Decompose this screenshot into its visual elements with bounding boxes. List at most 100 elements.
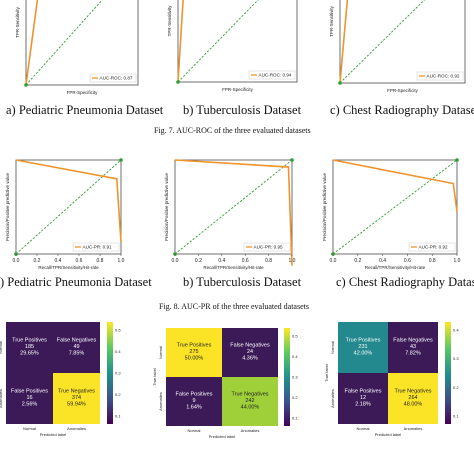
chance-diagonal-line [174, 159, 293, 255]
roc-chart-c: AUC-ROC: 0.92 FPR-Specificity TPR-Sensitiv… [329, 0, 466, 93]
cm-cell-count: 49 [73, 344, 79, 350]
x-tick-label: 0.0 [330, 258, 337, 264]
colorbar-tick-label: 0.2 [453, 385, 459, 390]
start-point [176, 80, 180, 84]
roc-chart-b: AUC-ROC: 0.94 FPR-Specificity TPR-Sensitiv… [167, 0, 298, 92]
x-axis-label: FPR-Specificity [67, 90, 99, 95]
pr-chart-b: AUC-PR: 0.95 0.0 0.2 0.4 0.6 0.8 1.0 Recall/TPR… [164, 158, 296, 270]
pr-chart-a: AUC-PR: 0.91 0.0 0.2 0.4 0.6 0.8 1.0 Recall/TPR… [5, 158, 125, 270]
x-tick-label: 0.6 [76, 258, 83, 264]
curve-line [177, 0, 184, 83]
start-point [331, 252, 335, 256]
x-tick-label: 1.0 [118, 258, 125, 264]
x-tick-label: 0.6 [242, 258, 249, 264]
cm-cell-label: False Positives [176, 392, 213, 398]
plot-frame [174, 159, 293, 255]
y-tick-normal: Normal [0, 341, 3, 354]
x-tick-label: 0.2 [195, 258, 202, 264]
cm-cell-label: True Positives [177, 343, 212, 349]
cm-cell-label: False Negatives [57, 338, 97, 344]
legend-box [248, 70, 296, 80]
cm-cell-percent: 59.94% [67, 402, 86, 408]
colorbar-tick-label: 0.3 [453, 356, 459, 361]
cm-cell-label: True Positives [346, 338, 381, 344]
cm-cell-label: True Positives [12, 338, 47, 344]
cm-cell-label: False Negatives [230, 343, 270, 349]
y-axis-label: Precision/Positive predictive value [322, 172, 327, 241]
pr-caption-b: b) Tuberculosis Dataset [183, 275, 302, 289]
cm-cell-count: 242 [245, 398, 254, 404]
cm-cell-label: False Negatives [393, 338, 433, 344]
cm-cell [166, 328, 222, 377]
end-point [119, 158, 123, 162]
x-tick-label: 0.6 [404, 258, 411, 264]
x-tick-normal: Normal [23, 426, 36, 431]
legend-label: AUC-ROC: 0.92 [427, 74, 460, 79]
cm-cell-label: True Negatives [58, 389, 95, 395]
x-axis-label: Predicted label [375, 432, 402, 437]
legend-label: AUC-PR: 0.95 [254, 245, 284, 250]
plot-frame [25, 0, 139, 86]
y-axis-label: True label [152, 368, 157, 386]
cm-cell [338, 373, 388, 424]
legend-box [408, 242, 456, 252]
legend-label: AUC-ROC: 0.87 [100, 76, 133, 81]
colorbar-tick-label: 0.5 [115, 328, 121, 333]
cm-cell-count: 43 [410, 344, 416, 350]
legend-box [72, 242, 120, 252]
roc-caption-c: c) Chest Radiography Dataset [330, 103, 474, 117]
cm-cell [338, 322, 388, 373]
legend-box [243, 242, 291, 252]
legend-box [416, 71, 464, 81]
cm-cell-percent: 1.64% [186, 405, 202, 411]
pr-caption-c: c) Chest Radiography Datase [336, 275, 474, 289]
cm-cell-percent: 42.00% [354, 351, 373, 357]
x-axis-label: Recall/TPR/Sensitivity/Hit-rate [203, 265, 264, 270]
x-tick-normal: Normal [188, 428, 201, 433]
x-axis-label: FPR-Specificity [222, 87, 254, 92]
curve-line [174, 159, 293, 266]
x-tick-label: 0.0 [172, 258, 179, 264]
x-tick-anomalies: Anomalies [404, 426, 423, 431]
cm-cell [222, 377, 278, 426]
x-tick-label: 0.2 [34, 258, 41, 264]
x-axis-label: Predicted label [40, 432, 67, 437]
legend-box [89, 73, 137, 83]
x-tick-label: 0.4 [218, 258, 225, 264]
cm-cell-count: 16 [26, 395, 32, 401]
x-tick-label: 0.0 [13, 258, 20, 264]
x-axis-label: Recall/TPR/Sensitivity/Hit-rate [38, 265, 99, 270]
colorbar-tick-label: 0.2 [292, 395, 298, 400]
cm-cell-label: True Negatives [394, 389, 431, 395]
y-axis-label: TPR-Sensitivity [329, 5, 334, 37]
pr-caption-a: ) Pediatric Pneumonia Dataset [0, 275, 152, 289]
colorbar-tick-label: 0.1 [115, 414, 121, 419]
cm-cell-percent: 7.82% [405, 351, 421, 357]
y-tick-normal: Normal [158, 346, 163, 359]
x-tick-label: 0.2 [354, 258, 361, 264]
colorbar-tick-label: 0.4 [453, 328, 459, 333]
x-tick-anomalies: Anomalies [241, 428, 260, 433]
figure-7-caption: Fig. 7. AUC-ROC of the three evaluated d… [154, 126, 311, 135]
end-point [290, 158, 294, 162]
start-point [173, 252, 177, 256]
cm-cell [6, 322, 53, 373]
x-tick-label: 0.4 [379, 258, 386, 264]
pr-chart-c: AUC-PR: 0.92 0.0 0.2 0.4 0.6 0.8 1.0 Recall/TPR… [322, 158, 461, 270]
x-tick-label: 1.0 [454, 258, 461, 264]
roc-caption-b: b) Tuberculosis Dataset [183, 103, 302, 117]
cm-cell-count: 264 [408, 395, 417, 401]
x-tick-normal: Normal [357, 426, 370, 431]
x-tick-label: 0.8 [97, 258, 104, 264]
y-axis-label: Precision/Positive predictive value [164, 172, 169, 241]
cm-cell-percent: 29.65% [20, 351, 39, 357]
cm-cell-count: 275 [189, 349, 198, 355]
y-axis-label: True label [324, 364, 329, 382]
y-tick-anomalies: Anomalies [330, 389, 335, 408]
x-axis-label: FPR-Specificity [387, 88, 419, 93]
curve-line [15, 159, 122, 243]
cm-cell-percent: 2.56% [22, 402, 38, 408]
colorbar-tick-label: 0.1 [292, 416, 298, 421]
